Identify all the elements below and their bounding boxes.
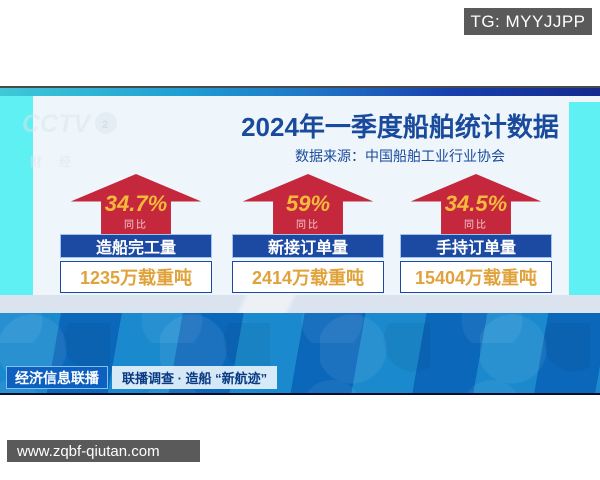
svg-text:2: 2 xyxy=(102,119,108,131)
svg-text:CCTV: CCTV xyxy=(22,110,92,138)
